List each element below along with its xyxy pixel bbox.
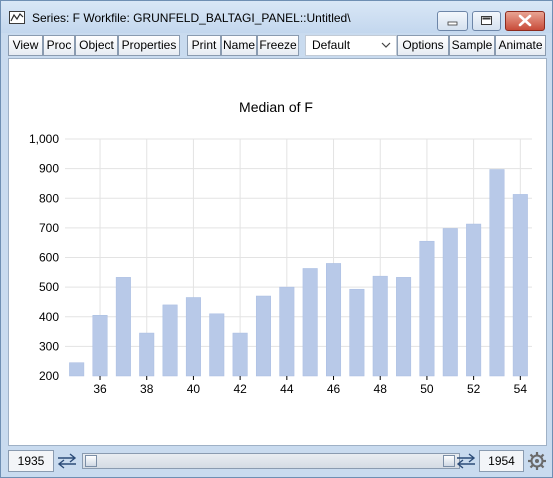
x-tick-label: 48 [374, 382, 388, 396]
bar-41 [209, 313, 225, 377]
bar-37 [115, 277, 131, 377]
x-tick-label: 50 [420, 382, 434, 396]
graph-area: 200 300 400 500 600 700 800 900 1,000 36 38 40 42 44 4… [8, 58, 547, 446]
swap-arrows-icon[interactable] [454, 451, 478, 471]
view-button[interactable]: View [8, 35, 43, 56]
bar-54 [512, 194, 528, 377]
bar-51 [442, 228, 458, 377]
bar-44 [279, 286, 295, 377]
options-button[interactable]: Options [397, 35, 449, 56]
y-tick-label: 500 [39, 280, 59, 294]
x-tick-label: 52 [467, 382, 481, 396]
sample-slider[interactable] [82, 453, 460, 469]
bar-45 [302, 268, 318, 377]
animate-button[interactable]: Animate [495, 35, 546, 56]
close-icon [518, 14, 532, 27]
window-title: Series: F Workfile: GRUNFELD_BALTAGI_PAN… [32, 11, 351, 25]
properties-button[interactable]: Properties [118, 35, 180, 56]
y-tick-label: 900 [39, 162, 59, 176]
maximize-button[interactable] [472, 11, 501, 31]
title-bar[interactable]: Series: F Workfile: GRUNFELD_BALTAGI_PAN… [1, 1, 552, 33]
freeze-button[interactable]: Freeze [257, 35, 299, 56]
x-tick-label: 36 [93, 382, 107, 396]
x-tick-label: 44 [280, 382, 294, 396]
y-tick-label: 200 [39, 369, 59, 383]
chevron-down-icon [381, 42, 391, 48]
y-tick-label: 800 [39, 191, 59, 205]
bar-36 [92, 315, 108, 377]
sample-end: 1954 [479, 450, 524, 472]
bar-50 [419, 240, 435, 377]
y-tick-label: 1,000 [29, 132, 59, 146]
name-button[interactable]: Name [221, 35, 257, 56]
y-tick-label: 400 [39, 310, 59, 324]
chart-title: Median of F [239, 99, 313, 115]
bar-40 [185, 297, 201, 377]
bar-46 [326, 263, 342, 377]
object-button[interactable]: Object [75, 35, 118, 56]
maximize-icon [481, 16, 492, 25]
swap-arrows-icon[interactable] [55, 451, 79, 471]
bar-chart: 200 300 400 500 600 700 800 900 1,000 36 38 40 42 44 4… [29, 99, 532, 396]
y-tick-label: 600 [39, 251, 59, 265]
x-tick-label: 46 [327, 382, 341, 396]
slider-end-handle[interactable] [443, 455, 455, 467]
minimize-icon [447, 21, 458, 26]
bar-47 [349, 288, 365, 377]
status-bar: 1935 1954 [8, 450, 547, 474]
x-tick-label: 40 [187, 382, 201, 396]
view-mode-dropdown[interactable]: Default [305, 35, 397, 56]
x-tick-label: 42 [233, 382, 247, 396]
minimize-button[interactable] [437, 11, 468, 31]
bar-53 [489, 169, 505, 377]
close-button[interactable] [505, 11, 545, 31]
slider-start-handle[interactable] [85, 455, 97, 467]
bar-52 [466, 223, 482, 377]
sample-start: 1935 [8, 450, 54, 472]
dropdown-value: Default [312, 38, 351, 52]
bar-49 [396, 277, 412, 377]
bar-38 [139, 332, 155, 377]
sample-button[interactable]: Sample [449, 35, 495, 56]
gear-icon[interactable] [527, 451, 547, 471]
print-button[interactable]: Print [187, 35, 221, 56]
y-tick-label: 700 [39, 221, 59, 235]
bar-39 [162, 304, 178, 377]
x-tick-label: 54 [514, 382, 528, 396]
bar-43 [255, 295, 271, 377]
bar-42 [232, 332, 248, 377]
toolbar: View Proc Object Properties Print Name F… [8, 35, 547, 57]
bar-35 [69, 362, 85, 377]
proc-button[interactable]: Proc [43, 35, 75, 56]
y-tick-label: 300 [39, 339, 59, 353]
x-tick-label: 38 [140, 382, 154, 396]
series-icon [9, 11, 25, 24]
bar-48 [372, 275, 388, 377]
